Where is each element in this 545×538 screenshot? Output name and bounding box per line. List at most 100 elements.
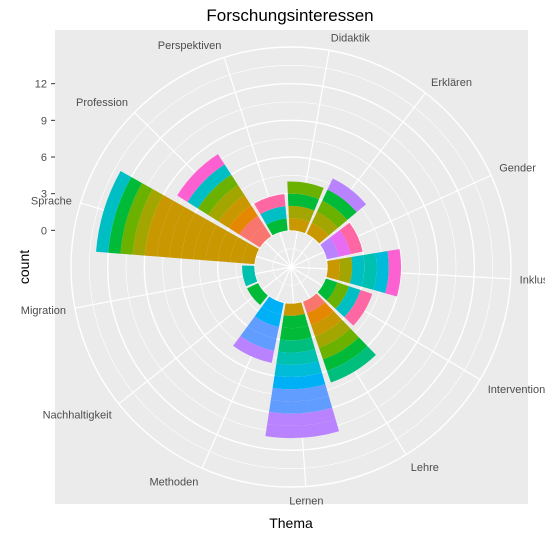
bar-segment — [344, 290, 373, 326]
bar-segment — [120, 183, 153, 255]
bar-segment — [197, 174, 238, 215]
bar-segment — [156, 201, 185, 258]
bar-segment — [193, 219, 217, 261]
bar-didaktik — [287, 181, 324, 234]
bar-methoden — [233, 296, 284, 363]
category-label: Interventionsstudien — [488, 384, 545, 396]
y-tick-label: 6 — [41, 152, 47, 164]
bar-segment — [205, 225, 228, 262]
bar-erklären — [306, 178, 367, 244]
category-label: Methoden — [149, 476, 198, 488]
bar-segment — [266, 218, 288, 236]
y-tick-label: 9 — [41, 115, 47, 127]
bar-segment — [247, 283, 268, 305]
bar-segment — [269, 396, 333, 414]
grid-ring — [272, 248, 310, 286]
bar-segment — [132, 189, 164, 256]
bar-migration — [242, 265, 258, 287]
y-axis-title: count — [16, 250, 32, 284]
bar-segment — [326, 282, 350, 309]
bar-segment — [310, 310, 342, 337]
bar-segment — [306, 222, 329, 244]
bar-segment — [373, 251, 389, 294]
category-label: Perspektiven — [158, 40, 222, 52]
bar-segment — [181, 213, 206, 260]
bar-segment — [240, 326, 277, 351]
bar-interventionsstudien — [317, 278, 373, 326]
bar-segment — [187, 164, 232, 209]
bar-perspektiven — [254, 193, 288, 236]
category-label: Didaktik — [331, 32, 371, 44]
bar-lernen — [265, 302, 340, 439]
bar-lehre — [302, 293, 376, 383]
bar-segment — [218, 195, 252, 228]
y-tick-label: 12 — [35, 79, 47, 91]
bar-segment — [233, 335, 275, 363]
x-axis-title: Thema — [269, 515, 313, 531]
bar-sprache — [96, 171, 260, 265]
bar-segment — [327, 178, 367, 213]
y-axis: 0 3 6 9 12 — [35, 79, 55, 237]
bars-layer — [96, 154, 401, 439]
bar-segment — [338, 257, 353, 284]
category-label: Lehre — [411, 462, 439, 474]
bar-segment — [320, 237, 339, 260]
bar-profession — [177, 154, 272, 248]
bar-segment — [322, 337, 368, 371]
category-label: Lernen — [289, 495, 323, 507]
bar-segment — [254, 193, 286, 215]
bar-segment — [361, 253, 377, 290]
bar-segment — [265, 419, 340, 439]
bar-segment — [287, 181, 324, 200]
bar-segment — [254, 306, 282, 327]
y-tick-label: 3 — [41, 189, 47, 201]
grid-ring — [70, 46, 512, 488]
bar-segment — [262, 296, 284, 315]
bar-inklusion — [326, 249, 401, 297]
bar-segment — [326, 346, 376, 383]
category-labels: Didaktik Erklären Gender Inklusion Intervent… — [21, 32, 545, 507]
category-label: Erklären — [431, 77, 472, 89]
bar-segment — [288, 205, 315, 222]
bar-segment — [288, 218, 310, 234]
bar-segment — [306, 302, 334, 325]
bar-segment — [281, 313, 309, 329]
bar-segment — [96, 171, 132, 253]
category-label: Nachhaltigkeit — [43, 409, 112, 421]
bar-segment — [322, 189, 357, 221]
bar-segment — [339, 222, 363, 255]
bar-segment — [177, 154, 225, 202]
bar-segment — [278, 337, 316, 353]
bar-segment — [169, 207, 196, 259]
bar-segment — [267, 407, 336, 426]
bar-segment — [335, 286, 361, 318]
grid-ring — [89, 65, 493, 469]
bar-segment — [280, 325, 312, 341]
grid-ring — [106, 82, 476, 452]
category-label: Migration — [21, 305, 66, 317]
bar-segment — [242, 265, 258, 287]
bar-segment — [260, 206, 287, 225]
y-tick-label: 0 — [41, 225, 47, 237]
bar-segment — [272, 372, 326, 390]
category-label: Gender — [499, 163, 536, 175]
bar-segment — [330, 230, 351, 257]
bar-segment — [108, 177, 142, 254]
bar-nachhaltigkeit — [247, 283, 268, 305]
bar-segment — [249, 225, 272, 248]
bar-segment — [385, 249, 401, 297]
bar-gender — [320, 222, 363, 260]
category-label: Profession — [76, 97, 128, 109]
bar-segment — [326, 259, 340, 281]
bar-segment — [270, 384, 329, 402]
bar-segment — [274, 360, 322, 377]
bar-segment — [228, 205, 258, 235]
bar-segment — [242, 243, 260, 265]
bar-segment — [247, 316, 279, 339]
bar-segment — [144, 195, 174, 257]
bar-segment — [317, 278, 338, 301]
bar-segment — [349, 255, 365, 287]
bar-segment — [302, 293, 325, 314]
bar-segment — [317, 200, 348, 228]
